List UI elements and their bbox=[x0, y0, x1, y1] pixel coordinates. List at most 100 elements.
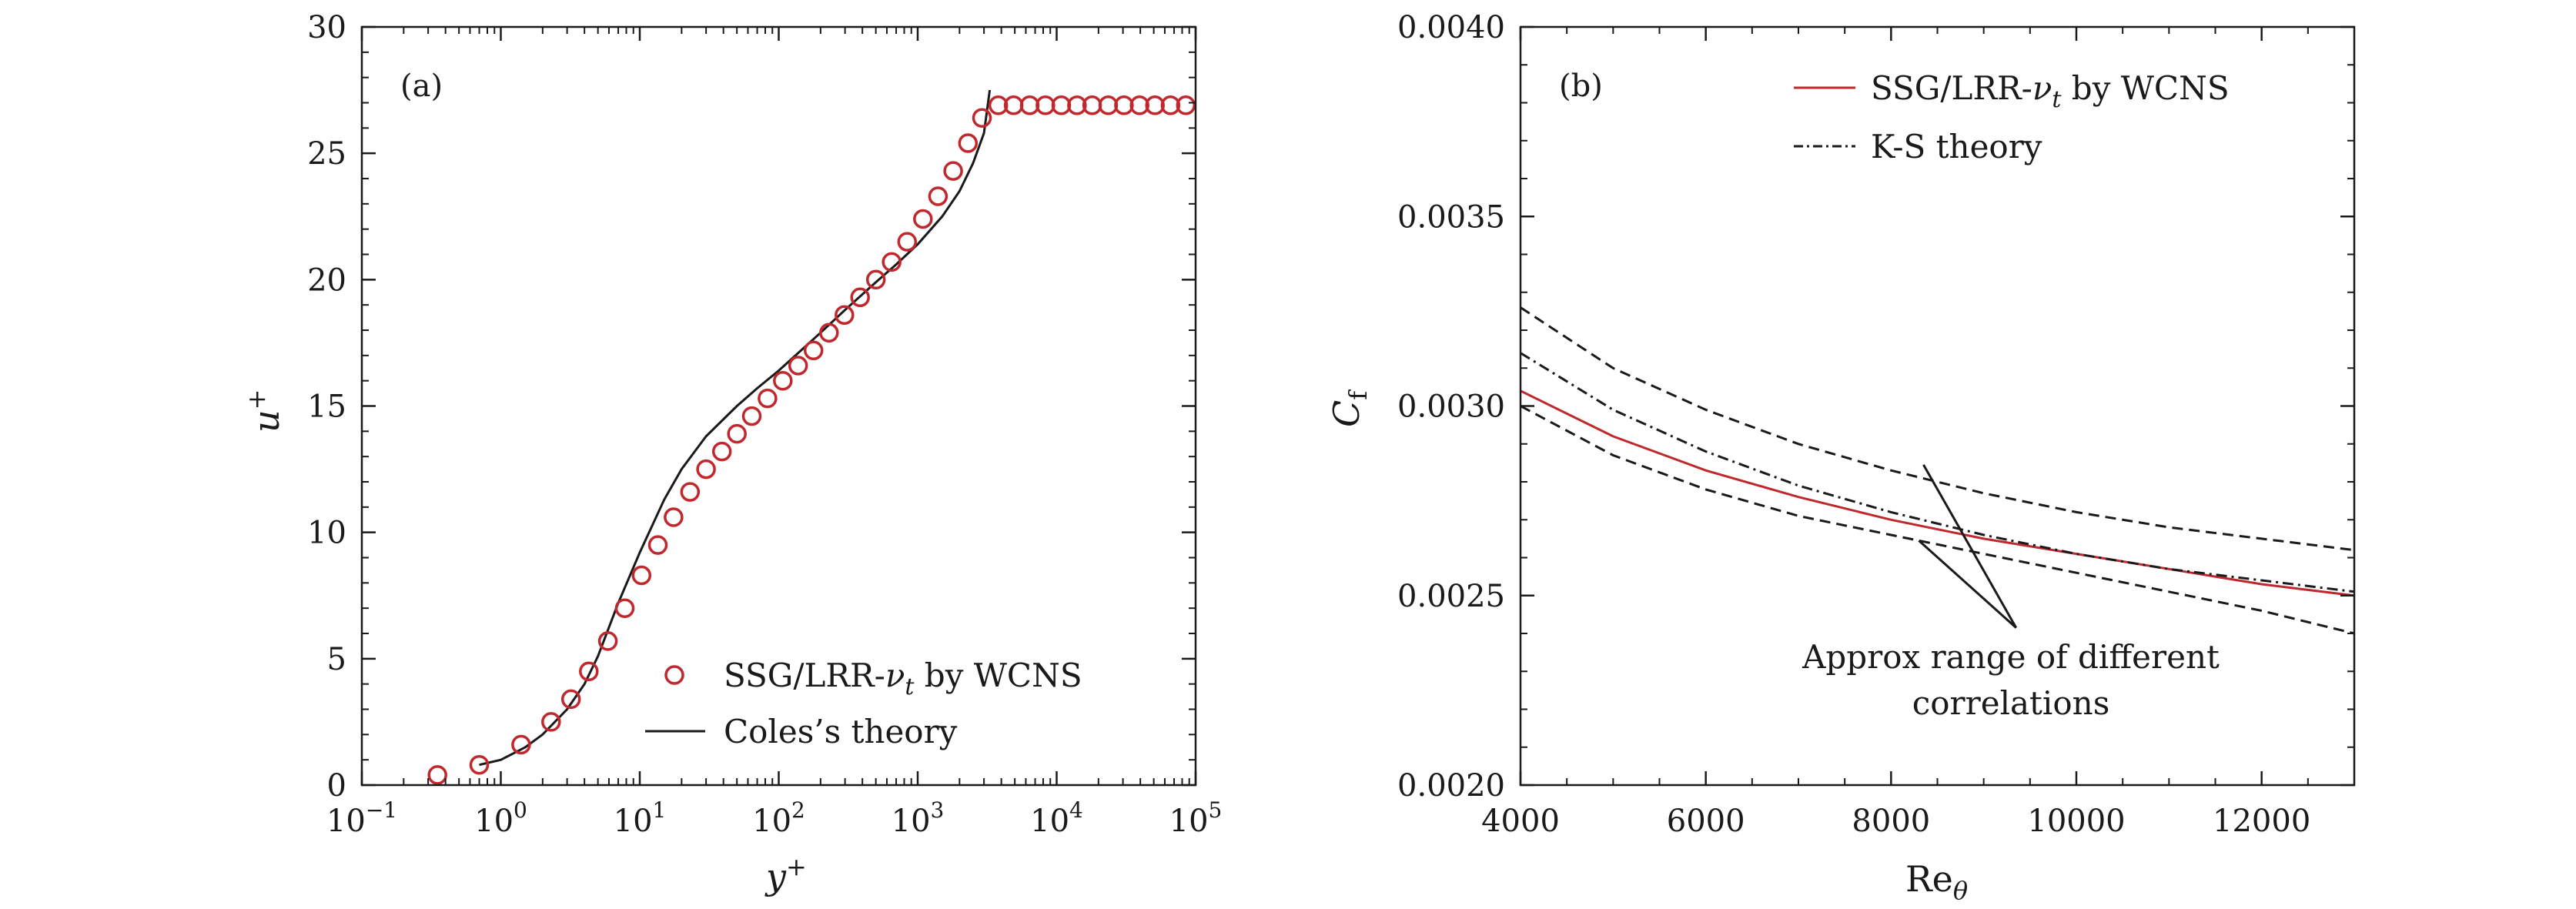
panel-b-y-ticks: 0.0020 0.0025 0.0030 0.0035 0.0040 bbox=[1397, 10, 2354, 804]
panel-b-y-tick-label: 0.0035 bbox=[1397, 199, 1505, 235]
panel-b-x-axis-title: Reθ bbox=[1905, 858, 1968, 905]
panel-a-x-tick-label: 100 bbox=[474, 797, 527, 839]
panel-a-y-axis-title: u+ bbox=[242, 389, 287, 433]
panel-a-y-tick-label: 20 bbox=[307, 262, 346, 298]
panel-a-y-tick-label: 0 bbox=[327, 768, 346, 804]
panel-b-legend-wcns-sub: t bbox=[2052, 86, 2062, 113]
panel-b-annotation: Approx range of different correlations bbox=[1802, 464, 2220, 722]
panel-b-legend-wcns-main: SSG/LRR- bbox=[1871, 69, 2032, 107]
panel-b-correlation-lower-line bbox=[1520, 405, 2355, 635]
panel-b-series-ks-line bbox=[1520, 352, 2355, 593]
panel-a-x-tick-base: 10 bbox=[1030, 804, 1069, 839]
panel-b-x-axis-title-sub: θ bbox=[1953, 876, 1968, 905]
panel-a-plot bbox=[427, 89, 1196, 785]
panel-a-data-point bbox=[1160, 95, 1181, 115]
panel-a-legend-wcns-nu: ν bbox=[885, 657, 905, 694]
panel-a-data-point bbox=[631, 565, 652, 586]
panel-a-x-tick-label: 10−1 bbox=[326, 797, 397, 839]
panel-a-x-tick-exp: 5 bbox=[1209, 797, 1223, 823]
panel-a-y-tick-label: 25 bbox=[307, 136, 346, 172]
panel-a-data-point bbox=[1129, 95, 1149, 115]
panel-b-y-tick-label: 0.0020 bbox=[1397, 768, 1505, 804]
panel-b-correlation-upper-line bbox=[1520, 306, 2355, 552]
panel-b-plot bbox=[1520, 306, 2355, 635]
panel-b-series-wcns-line bbox=[1520, 389, 2355, 597]
panel-a-x-tick-label: 103 bbox=[892, 797, 945, 839]
panel-a-legend: SSG/LRR-νt by WCNS Coles’s theory bbox=[645, 657, 1082, 750]
panel-a-legend-wcns-main: SSG/LRR- bbox=[724, 657, 885, 694]
panel-a-legend-wcns-sub: t bbox=[905, 673, 915, 700]
panel-b-x-tick-label: 4000 bbox=[1481, 804, 1560, 839]
panel-a-x-tick-base: 10 bbox=[326, 804, 366, 839]
panel-b-legend: SSG/LRR-νt by WCNS K-S theory bbox=[1794, 69, 2230, 165]
panel-b-y-tick-label: 0.0030 bbox=[1397, 389, 1505, 425]
panel-a-data-point bbox=[614, 598, 635, 618]
panel-a-data-point bbox=[972, 108, 992, 128]
panel-a-x-tick-label: 105 bbox=[1169, 797, 1223, 839]
panel-a-x-axis-title: y+ bbox=[764, 852, 807, 897]
panel-b-annotation-pointer bbox=[1922, 464, 2018, 629]
panel-a-data-point bbox=[913, 209, 933, 229]
panel-a-x-tick-base: 10 bbox=[892, 804, 931, 839]
panel-a-data-point bbox=[427, 765, 447, 785]
panel-b-annotation-line1: Approx range of different bbox=[1802, 638, 2220, 676]
panel-a-data-point bbox=[696, 459, 716, 480]
panel-a-x-tick-exp: 1 bbox=[653, 797, 667, 823]
panel-a-data-point bbox=[758, 388, 778, 409]
panel-a-data-point bbox=[560, 689, 581, 710]
panel-a-legend-wcns-tail: by WCNS bbox=[914, 657, 1082, 694]
panel-a-y-tick-label: 10 bbox=[307, 516, 346, 551]
panel-a-y-axis-title-main: u bbox=[246, 409, 287, 433]
panel-a-data-point bbox=[541, 712, 561, 732]
panel-a-x-ticks: 10−1 100 101 102 103 104 105 bbox=[326, 27, 1222, 839]
panel-b-annotation-pointer bbox=[1918, 540, 2017, 629]
panel-a-data-point bbox=[1176, 95, 1196, 115]
panel-a-data-point bbox=[773, 370, 793, 391]
panel-b-y-tick-label: 0.0040 bbox=[1397, 10, 1505, 45]
panel-a-data-point bbox=[803, 340, 824, 361]
panel-a-x-axis-title-main: y bbox=[764, 856, 787, 897]
panel-a-x-tick-exp: 2 bbox=[791, 797, 805, 823]
panel-b-x-tick-label: 8000 bbox=[1852, 804, 1930, 839]
panel-b-legend-label-ks: K-S theory bbox=[1871, 128, 2042, 165]
panel-b-y-tick-label: 0.0025 bbox=[1397, 579, 1505, 614]
panel-a-x-tick-exp: 0 bbox=[514, 797, 527, 823]
panel-a-data-point bbox=[579, 661, 599, 682]
panel-b-x-tick-label: 10000 bbox=[2027, 804, 2125, 839]
panel-a-data-point bbox=[928, 186, 948, 206]
panel-a-data-point bbox=[865, 269, 886, 290]
panel-a-x-tick-label: 102 bbox=[752, 797, 805, 839]
panel-a-x-tick-label: 101 bbox=[614, 797, 667, 839]
panel-b-y-axis-title-main: C bbox=[1326, 400, 1367, 427]
panel-a-legend-label-wcns: SSG/LRR-νt by WCNS bbox=[724, 657, 1082, 700]
panel-a-data-point bbox=[469, 754, 490, 775]
panel-b-legend-wcns-nu: ν bbox=[2032, 69, 2052, 107]
panel-a-data-point bbox=[897, 232, 918, 252]
panel-a-x-tick-exp: 3 bbox=[931, 797, 945, 823]
panel-a-legend-marker-wcns bbox=[664, 665, 684, 685]
panel-a-data-point bbox=[647, 535, 668, 555]
panel-a-data-point bbox=[943, 161, 963, 181]
panel-a-x-tick-exp: −1 bbox=[366, 797, 397, 823]
panel-b-y-axis-title-sub: f bbox=[1343, 389, 1373, 400]
panel-a-data-point bbox=[597, 631, 618, 651]
panel-a-x-tick-base: 10 bbox=[752, 804, 791, 839]
panel-a-legend-label-coles: Coles’s theory bbox=[724, 713, 958, 750]
panel-b-x-tick-label: 6000 bbox=[1667, 804, 1745, 839]
panel-a-y-tick-label: 30 bbox=[307, 10, 346, 45]
panel-a-x-tick-exp: 4 bbox=[1069, 797, 1083, 823]
panel-a-data-point bbox=[741, 406, 762, 426]
panel-b-skin-friction: (b) 4000 6000 8000 10000 12000 0.00200.00250… bbox=[1326, 10, 2356, 905]
panel-a-data-point bbox=[958, 133, 979, 153]
panel-b-legend-label-wcns: SSG/LRR-νt by WCNS bbox=[1871, 69, 2230, 113]
panel-a-x-tick-base: 10 bbox=[614, 804, 653, 839]
panel-a-data-point bbox=[511, 734, 531, 755]
panel-a-data-point bbox=[727, 423, 747, 444]
panel-a-data-point bbox=[788, 356, 808, 376]
panel-a-data-point bbox=[1145, 95, 1165, 115]
panel-a-data-point bbox=[664, 507, 684, 527]
panel-a-y-tick-label: 15 bbox=[307, 389, 346, 425]
panel-a-x-tick-base: 10 bbox=[1169, 804, 1209, 839]
panel-a-series-coles-line bbox=[479, 89, 992, 767]
